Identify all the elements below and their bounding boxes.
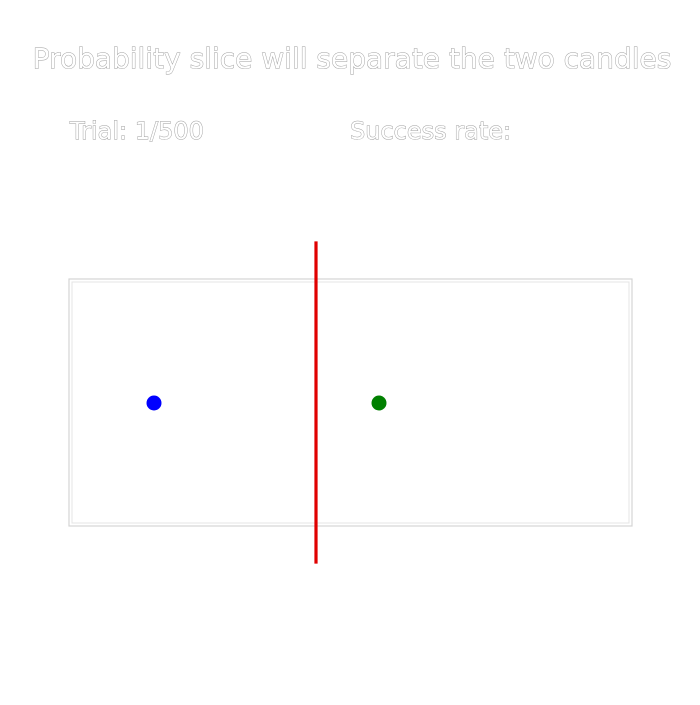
right-candle bbox=[371, 395, 387, 411]
success-rate-label: Success rate: bbox=[350, 117, 511, 145]
title: Probability slice will separate the two … bbox=[33, 42, 672, 75]
cake-frame-outer bbox=[68, 278, 633, 527]
cake-frame-inner bbox=[71, 281, 630, 524]
left-candle bbox=[146, 395, 162, 411]
trial-counter: Trial: 1/500 bbox=[69, 117, 204, 145]
